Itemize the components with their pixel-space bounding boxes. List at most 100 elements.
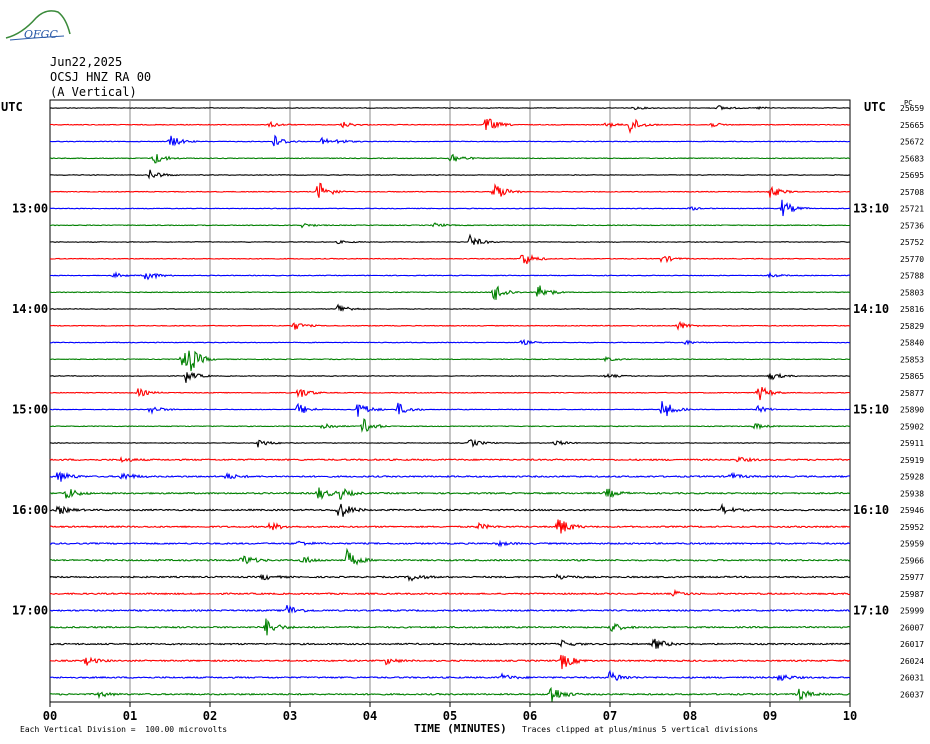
trace-id-label: 26024 <box>900 657 924 666</box>
trace-id-label: 25987 <box>900 590 924 599</box>
logo-text: OFGC <box>24 28 58 41</box>
trace-id-label: 25803 <box>900 288 924 297</box>
trace-26017 <box>49 638 851 649</box>
trace-id-label: 25902 <box>900 422 924 431</box>
trace-id-label: 25788 <box>900 272 924 281</box>
left-utc-label: UTC <box>1 100 23 114</box>
left-time-label: 13:00 <box>12 202 48 216</box>
trace-25770 <box>49 253 851 265</box>
trace-25966 <box>49 547 851 566</box>
station-code: OCSJ HNZ RA 00 <box>50 70 152 84</box>
trace-id-label: 25736 <box>900 221 924 230</box>
trace-id-label: 25721 <box>900 205 924 214</box>
trace-id-label: 25672 <box>900 138 924 147</box>
trace-25695 <box>49 169 851 180</box>
trace-id-label: 25952 <box>900 523 924 532</box>
trace-25803 <box>49 285 851 301</box>
trace-25999 <box>49 604 851 614</box>
trace-id-label: 25829 <box>900 322 924 331</box>
trace-25829 <box>49 320 851 331</box>
right-utc-label: UTC <box>864 100 886 114</box>
x-tick-label: 08 <box>683 709 697 723</box>
trace-id-label: 25919 <box>900 456 924 465</box>
trace-25672 <box>49 134 850 147</box>
trace-id-label: 25665 <box>900 121 924 130</box>
x-tick-label: 10 <box>843 709 857 723</box>
trace-id-label: 25840 <box>900 339 924 348</box>
trace-id-label: 25752 <box>900 238 924 247</box>
trace-25840 <box>50 338 851 346</box>
trace-25865 <box>49 371 851 383</box>
right-time-label: 13:10 <box>853 202 889 216</box>
trace-id-label: 25853 <box>900 355 924 364</box>
right-top-tag: PC <box>904 99 913 107</box>
x-tick-label: 04 <box>363 709 377 723</box>
trace-25952 <box>49 519 851 534</box>
trace-26037 <box>49 686 850 702</box>
ofgc-logo <box>5 10 71 41</box>
trace-id-label: 25946 <box>900 506 924 515</box>
x-tick-label: 03 <box>283 709 297 723</box>
trace-25959 <box>49 539 850 548</box>
trace-id-label: 25959 <box>900 540 924 549</box>
trace-id-label: 26007 <box>900 623 924 632</box>
trace-25902 <box>50 418 851 433</box>
trace-25816 <box>49 303 851 312</box>
left-time-label: 14:00 <box>12 302 48 316</box>
trace-25877 <box>49 386 851 401</box>
trace-id-label: 25966 <box>900 556 924 565</box>
trace-id-label: 25928 <box>900 473 924 482</box>
trace-id-label: 25890 <box>900 406 924 415</box>
trace-26024 <box>49 654 851 670</box>
left-time-label: 15:00 <box>12 403 48 417</box>
trace-id-label: 25708 <box>900 188 924 197</box>
trace-25752 <box>49 233 850 245</box>
x-tick-label: 00 <box>43 709 57 723</box>
scale-note: Each Vertical Division = 100.00 microvol… <box>20 725 228 734</box>
x-tick-label: 02 <box>203 709 217 723</box>
x-tick-label: 01 <box>123 709 137 723</box>
trace-id-label: 25816 <box>900 305 924 314</box>
x-tick-label: 09 <box>763 709 777 723</box>
x-tick-label: 07 <box>603 709 617 723</box>
trace-25721 <box>50 199 851 217</box>
left-time-label: 17:00 <box>12 604 48 618</box>
trace-id-label: 25877 <box>900 389 924 398</box>
trace-id-label: 26037 <box>900 690 924 699</box>
right-time-label: 15:10 <box>853 403 889 417</box>
trace-id-label: 25999 <box>900 607 924 616</box>
trace-25946 <box>49 502 851 517</box>
trace-25911 <box>49 438 851 448</box>
trace-id-label: 25911 <box>900 439 924 448</box>
trace-26007 <box>49 618 851 636</box>
trace-25683 <box>50 153 851 164</box>
trace-id-label: 25938 <box>900 489 924 498</box>
trace-id-label: 26017 <box>900 640 924 649</box>
trace-25919 <box>49 455 851 463</box>
trace-25928 <box>49 471 850 482</box>
trace-25708 <box>49 182 851 198</box>
trace-25890 <box>49 401 851 417</box>
trace-25736 <box>49 222 851 229</box>
trace-26031 <box>49 669 851 682</box>
right-time-label: 17:10 <box>853 604 889 618</box>
trace-25938 <box>49 487 851 501</box>
trace-25665 <box>49 118 851 135</box>
trace-id-label: 25865 <box>900 372 924 381</box>
trace-id-label: 25683 <box>900 154 924 163</box>
clip-note: Traces clipped at plus/minus 5 vertical … <box>522 725 759 734</box>
trace-id-label: 25695 <box>900 171 924 180</box>
component-label: (A Vertical) <box>50 85 137 99</box>
x-tick-label: 06 <box>523 709 537 723</box>
trace-25788 <box>49 271 851 281</box>
right-time-label: 16:10 <box>853 503 889 517</box>
trace-id-label: 26031 <box>900 674 924 683</box>
plot-date: Jun22,2025 <box>50 55 123 69</box>
left-time-label: 16:00 <box>12 503 48 517</box>
trace-25977 <box>49 573 851 582</box>
trace-id-label: 25659 <box>900 104 924 113</box>
trace-id-label: 25977 <box>900 573 924 582</box>
trace-25853 <box>49 350 851 372</box>
trace-id-label: 25770 <box>900 255 924 264</box>
